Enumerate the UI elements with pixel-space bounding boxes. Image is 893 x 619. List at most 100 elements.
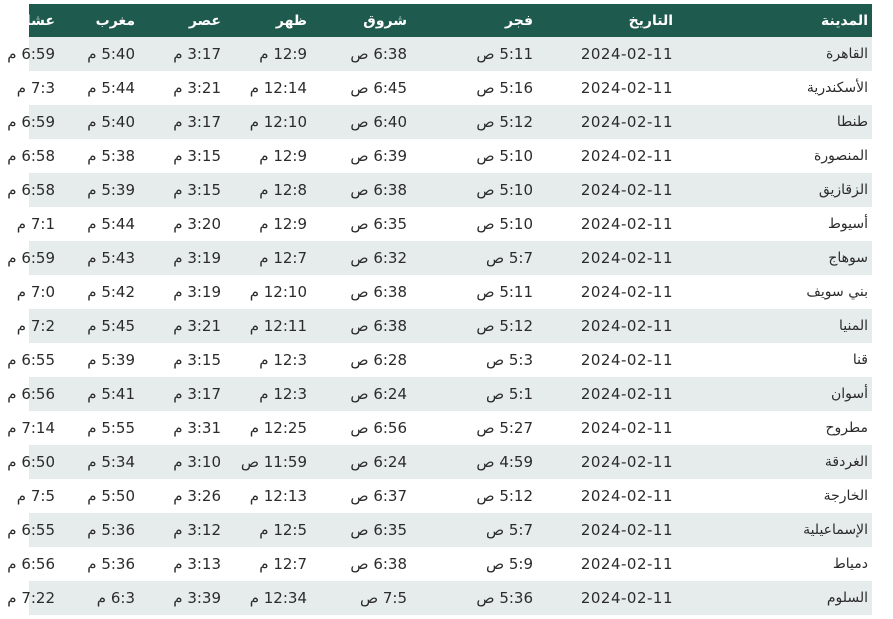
cell-isha: 7:22 م [7, 581, 57, 615]
cell-date: 2024-02-11 [561, 275, 675, 309]
cell-asr: 3:19 م [139, 275, 227, 309]
cell-dhuhr: 12:7 م [227, 547, 317, 581]
cell-fajr: 5:10 ص [413, 139, 561, 173]
table-row: الإسماعيلية 2024-02-11 5:7 ص 6:35 ص 12:5 م 3:… [7, 513, 872, 547]
table-row: دمياط 2024-02-11 5:9 ص 6:38 ص 12:7 م 3:13 م 5:… [7, 547, 872, 581]
cell-fajr: 5:16 ص [413, 71, 561, 105]
cell-asr: 3:20 م [139, 207, 227, 241]
cell-dhuhr: 12:14 م [227, 71, 317, 105]
cell-date: 2024-02-11 [561, 71, 675, 105]
cell-shuruq: 6:37 ص [317, 479, 413, 513]
table-row: الخارجة 2024-02-11 5:12 ص 6:37 ص 12:13 م 3:26… [17, 479, 872, 513]
cell-maghrib: 5:38 م [57, 139, 139, 173]
cell-isha: 6:58 م [7, 139, 57, 173]
cell-city: القاهرة [675, 37, 872, 71]
cell-shuruq: 6:38 ص [317, 309, 413, 343]
cell-fajr: 4:59 ص [413, 445, 561, 479]
header-fajr: فجر [413, 4, 561, 37]
cell-shuruq: 6:38 ص [317, 275, 413, 309]
cell-isha: 6:50 م [7, 445, 57, 479]
cell-city: الأسكندرية [675, 71, 872, 105]
cell-maghrib: 5:34 م [57, 445, 139, 479]
table-row: قنا 2024-02-11 5:3 ص 6:28 ص 12:3 م 3:15 م 5:39… [7, 343, 872, 377]
header-asr: عصر [139, 4, 227, 37]
table-row: بني سويف 2024-02-11 5:11 ص 6:38 ص 12:10 م 3:1… [17, 275, 872, 309]
cell-fajr: 5:11 ص [413, 37, 561, 71]
cell-dhuhr: 12:11 م [227, 309, 317, 343]
cell-shuruq: 6:45 ص [317, 71, 413, 105]
cell-fajr: 5:12 ص [413, 309, 561, 343]
cell-fajr: 5:36 ص [413, 581, 561, 615]
prayer-times-table-container: المدينة التاريخ فجر شروق ظهر عصر مغرب عش… [7, 4, 872, 615]
cell-shuruq: 6:56 ص [317, 411, 413, 445]
cell-maghrib: 5:36 م [57, 513, 139, 547]
header-isha: عشاء [19, 4, 57, 37]
cell-isha: 6:59 م [7, 105, 57, 139]
cell-dhuhr: 12:10 م [227, 105, 317, 139]
cell-isha: 7:0 م [17, 275, 57, 309]
cell-dhuhr: 12:13 م [227, 479, 317, 513]
cell-city: مطروح [675, 411, 872, 445]
cell-maghrib: 5:55 م [57, 411, 139, 445]
cell-asr: 3:15 م [139, 343, 227, 377]
cell-date: 2024-02-11 [561, 139, 675, 173]
cell-dhuhr: 12:3 م [227, 343, 317, 377]
cell-date: 2024-02-11 [561, 241, 675, 275]
cell-asr: 3:39 م [139, 581, 227, 615]
cell-date: 2024-02-11 [561, 105, 675, 139]
cell-dhuhr: 12:25 م [227, 411, 317, 445]
cell-maghrib: 5:40 م [57, 37, 139, 71]
cell-city: الخارجة [675, 479, 872, 513]
cell-dhuhr: 12:7 م [227, 241, 317, 275]
table-row: الغردقة 2024-02-11 4:59 ص 6:24 ص 11:59 ص 3:10… [7, 445, 872, 479]
cell-dhuhr: 11:59 ص [227, 445, 317, 479]
cell-asr: 3:26 م [139, 479, 227, 513]
cell-isha: 7:5 م [17, 479, 57, 513]
cell-asr: 3:15 م [139, 173, 227, 207]
cell-dhuhr: 12:5 م [227, 513, 317, 547]
header-maghrib: مغرب [57, 4, 139, 37]
cell-date: 2024-02-11 [561, 547, 675, 581]
cell-city: طنطا [675, 105, 872, 139]
cell-shuruq: 6:38 ص [317, 37, 413, 71]
cell-maghrib: 5:40 م [57, 105, 139, 139]
cell-dhuhr: 12:9 م [227, 37, 317, 71]
cell-city: الإسماعيلية [675, 513, 872, 547]
cell-fajr: 5:1 ص [413, 377, 561, 411]
cell-fajr: 5:10 ص [413, 173, 561, 207]
table-row: المنيا 2024-02-11 5:12 ص 6:38 ص 12:11 م 3:21 … [17, 309, 872, 343]
cell-asr: 3:17 م [139, 377, 227, 411]
cell-shuruq: 6:38 ص [317, 547, 413, 581]
cell-date: 2024-02-11 [561, 37, 675, 71]
cell-maghrib: 5:39 م [57, 173, 139, 207]
cell-shuruq: 7:5 ص [317, 581, 413, 615]
cell-date: 2024-02-11 [561, 513, 675, 547]
cell-date: 2024-02-11 [561, 207, 675, 241]
table-row: القاهرة 2024-02-11 5:11 ص 6:38 ص 12:9 م 3:17 … [7, 37, 872, 71]
cell-isha: 7:2 م [17, 309, 57, 343]
cell-fajr: 5:12 ص [413, 105, 561, 139]
cell-maghrib: 5:42 م [57, 275, 139, 309]
table-row: المنصورة 2024-02-11 5:10 ص 6:39 ص 12:9 م 3:15… [7, 139, 872, 173]
table-row: السلوم 2024-02-11 5:36 ص 7:5 ص 12:34 م 3:39 م… [7, 581, 872, 615]
cell-maghrib: 5:39 م [57, 343, 139, 377]
cell-city: الزقازيق [675, 173, 872, 207]
cell-isha: 6:55 م [7, 343, 57, 377]
cell-fajr: 5:11 ص [413, 275, 561, 309]
prayer-times-table: المدينة التاريخ فجر شروق ظهر عصر مغرب عش… [7, 4, 872, 615]
cell-maghrib: 5:43 م [57, 241, 139, 275]
cell-shuruq: 6:38 ص [317, 173, 413, 207]
cell-maghrib: 5:45 م [57, 309, 139, 343]
cell-maghrib: 5:44 م [57, 207, 139, 241]
cell-shuruq: 6:40 ص [317, 105, 413, 139]
cell-date: 2024-02-11 [561, 343, 675, 377]
cell-city: دمياط [675, 547, 872, 581]
cell-city: السلوم [675, 581, 872, 615]
cell-date: 2024-02-11 [561, 445, 675, 479]
header-city: المدينة [675, 4, 872, 37]
header-dhuhr: ظهر [227, 4, 317, 37]
header-shuruq: شروق [317, 4, 413, 37]
cell-dhuhr: 12:10 م [227, 275, 317, 309]
cell-fajr: 5:27 ص [413, 411, 561, 445]
